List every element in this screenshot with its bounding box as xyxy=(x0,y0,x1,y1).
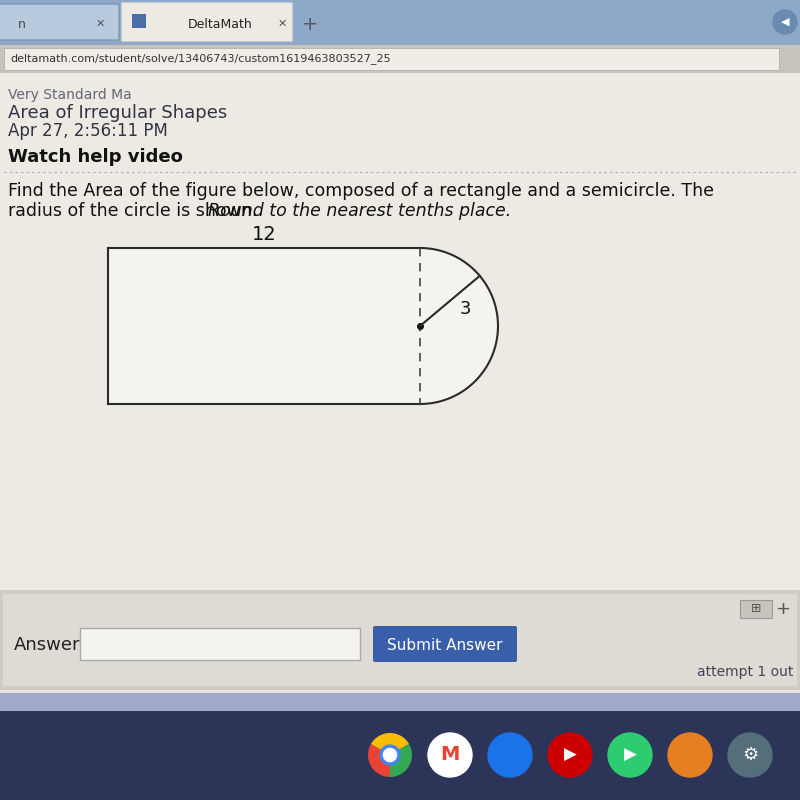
Polygon shape xyxy=(420,248,498,404)
Circle shape xyxy=(428,733,472,777)
Text: Apr 27, 2:56:11 PM: Apr 27, 2:56:11 PM xyxy=(8,122,168,140)
Bar xyxy=(0,45,800,73)
Circle shape xyxy=(728,733,772,777)
Text: 3: 3 xyxy=(460,300,472,318)
FancyBboxPatch shape xyxy=(0,4,119,40)
Bar xyxy=(108,248,420,404)
Text: n: n xyxy=(18,18,26,30)
Text: ⚙: ⚙ xyxy=(742,746,758,764)
Text: +: + xyxy=(775,600,790,618)
Bar xyxy=(132,14,146,28)
Bar xyxy=(0,73,800,613)
Text: +: + xyxy=(302,14,318,34)
Text: Area of Irregular Shapes: Area of Irregular Shapes xyxy=(8,104,227,122)
Text: Watch help video: Watch help video xyxy=(8,148,183,166)
FancyBboxPatch shape xyxy=(373,626,517,662)
Text: Very Standard Ma: Very Standard Ma xyxy=(8,88,132,102)
Bar xyxy=(4,48,779,70)
Text: ◀: ◀ xyxy=(781,17,790,27)
Bar xyxy=(0,693,800,711)
Text: Round to the nearest tenths place.: Round to the nearest tenths place. xyxy=(208,202,511,220)
Text: ✕: ✕ xyxy=(278,19,286,29)
Circle shape xyxy=(668,733,712,777)
Circle shape xyxy=(548,733,592,777)
Text: radius of the circle is shown.: radius of the circle is shown. xyxy=(8,202,263,220)
Text: DeltaMath: DeltaMath xyxy=(188,18,252,30)
Bar xyxy=(0,711,800,800)
Text: M: M xyxy=(440,746,460,765)
Circle shape xyxy=(380,745,400,765)
Text: attempt 1 out: attempt 1 out xyxy=(697,665,793,679)
Text: ▶: ▶ xyxy=(624,746,636,764)
Bar xyxy=(740,600,772,618)
Text: ⊞: ⊞ xyxy=(750,602,762,615)
Text: 12: 12 xyxy=(252,225,276,243)
FancyBboxPatch shape xyxy=(121,2,293,42)
Bar xyxy=(3,594,797,686)
Circle shape xyxy=(608,733,652,777)
Bar xyxy=(80,628,360,660)
Text: deltamath.com/student/solve/13406743/custom1619463803527_25: deltamath.com/student/solve/13406743/cus… xyxy=(10,54,390,65)
Bar xyxy=(0,590,800,690)
Wedge shape xyxy=(368,744,390,777)
Text: ✕: ✕ xyxy=(95,19,105,29)
Circle shape xyxy=(773,10,797,34)
Text: ▶: ▶ xyxy=(564,746,576,764)
Wedge shape xyxy=(371,733,409,755)
Text: Submit Answer: Submit Answer xyxy=(387,638,502,653)
Wedge shape xyxy=(390,744,412,777)
Text: Answer:: Answer: xyxy=(14,636,86,654)
Circle shape xyxy=(383,749,397,762)
Text: Find the Area of the figure below, composed of a rectangle and a semicircle. The: Find the Area of the figure below, compo… xyxy=(8,182,714,200)
Circle shape xyxy=(488,733,532,777)
Bar xyxy=(0,0,800,45)
